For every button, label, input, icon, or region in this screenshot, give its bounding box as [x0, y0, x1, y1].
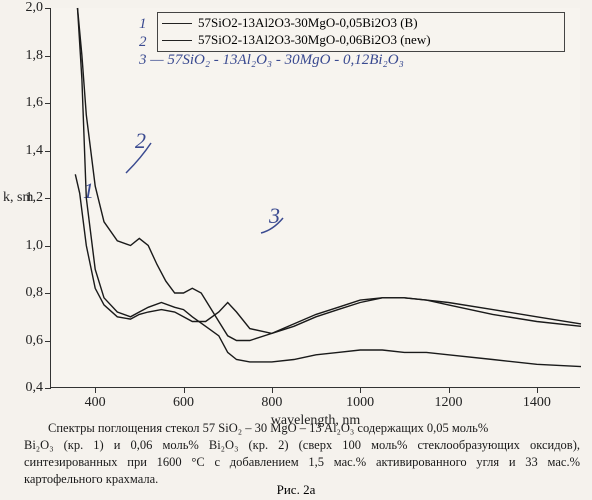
x-tick: [184, 387, 185, 393]
x-tick-label: 1000: [346, 395, 374, 411]
y-tick: [45, 56, 51, 57]
x-tick: [537, 387, 538, 393]
chart-curves-svg: [51, 8, 580, 387]
x-tick-label: 1200: [435, 395, 463, 411]
y-tick: [45, 246, 51, 247]
x-tick-label: 600: [173, 395, 194, 411]
y-tick: [45, 341, 51, 342]
y-tick-label: 0,8: [13, 285, 43, 301]
y-tick: [45, 151, 51, 152]
x-tick-label: 1400: [523, 395, 551, 411]
x-tick: [95, 387, 96, 393]
x-tick-label: 800: [261, 395, 282, 411]
y-tick-label: 1,2: [13, 190, 43, 206]
y-tick: [45, 198, 51, 199]
y-tick: [45, 293, 51, 294]
caption-line-1: Спектры поглощения стекол 57 SiO₂ – 30 M…: [24, 420, 580, 437]
figure-caption: Спектры поглощения стекол 57 SiO₂ – 30 M…: [24, 420, 580, 488]
series-curve3: [75, 174, 581, 333]
y-tick-label: 1,8: [13, 48, 43, 64]
y-tick-label: 1,4: [13, 143, 43, 159]
y-tick: [45, 103, 51, 104]
y-tick-label: 0,6: [13, 333, 43, 349]
y-tick-label: 0,4: [13, 380, 43, 396]
figure-number-label: Рис. 2а: [0, 482, 592, 498]
caption-line-3: синтезированных при 1600 °С с добавление…: [24, 455, 580, 469]
x-tick-label: 400: [85, 395, 106, 411]
y-tick-label: 2,0: [13, 0, 43, 16]
series-curve2: [78, 8, 582, 341]
caption-line-2: Bi₂O₃ (кр. 1) и 0,06 моль% Bi₂O₃ (кр. 2)…: [24, 438, 580, 452]
y-tick-label: 1,6: [13, 95, 43, 111]
x-tick: [360, 387, 361, 393]
x-tick: [272, 387, 273, 393]
y-tick: [45, 388, 51, 389]
x-tick: [449, 387, 450, 393]
y-tick: [45, 8, 51, 9]
y-tick-label: 1,0: [13, 238, 43, 254]
chart-plot-area: 57SiO2-13Al2O3-30MgO-0,05Bi2O3 (B) 57SiO…: [50, 8, 580, 388]
